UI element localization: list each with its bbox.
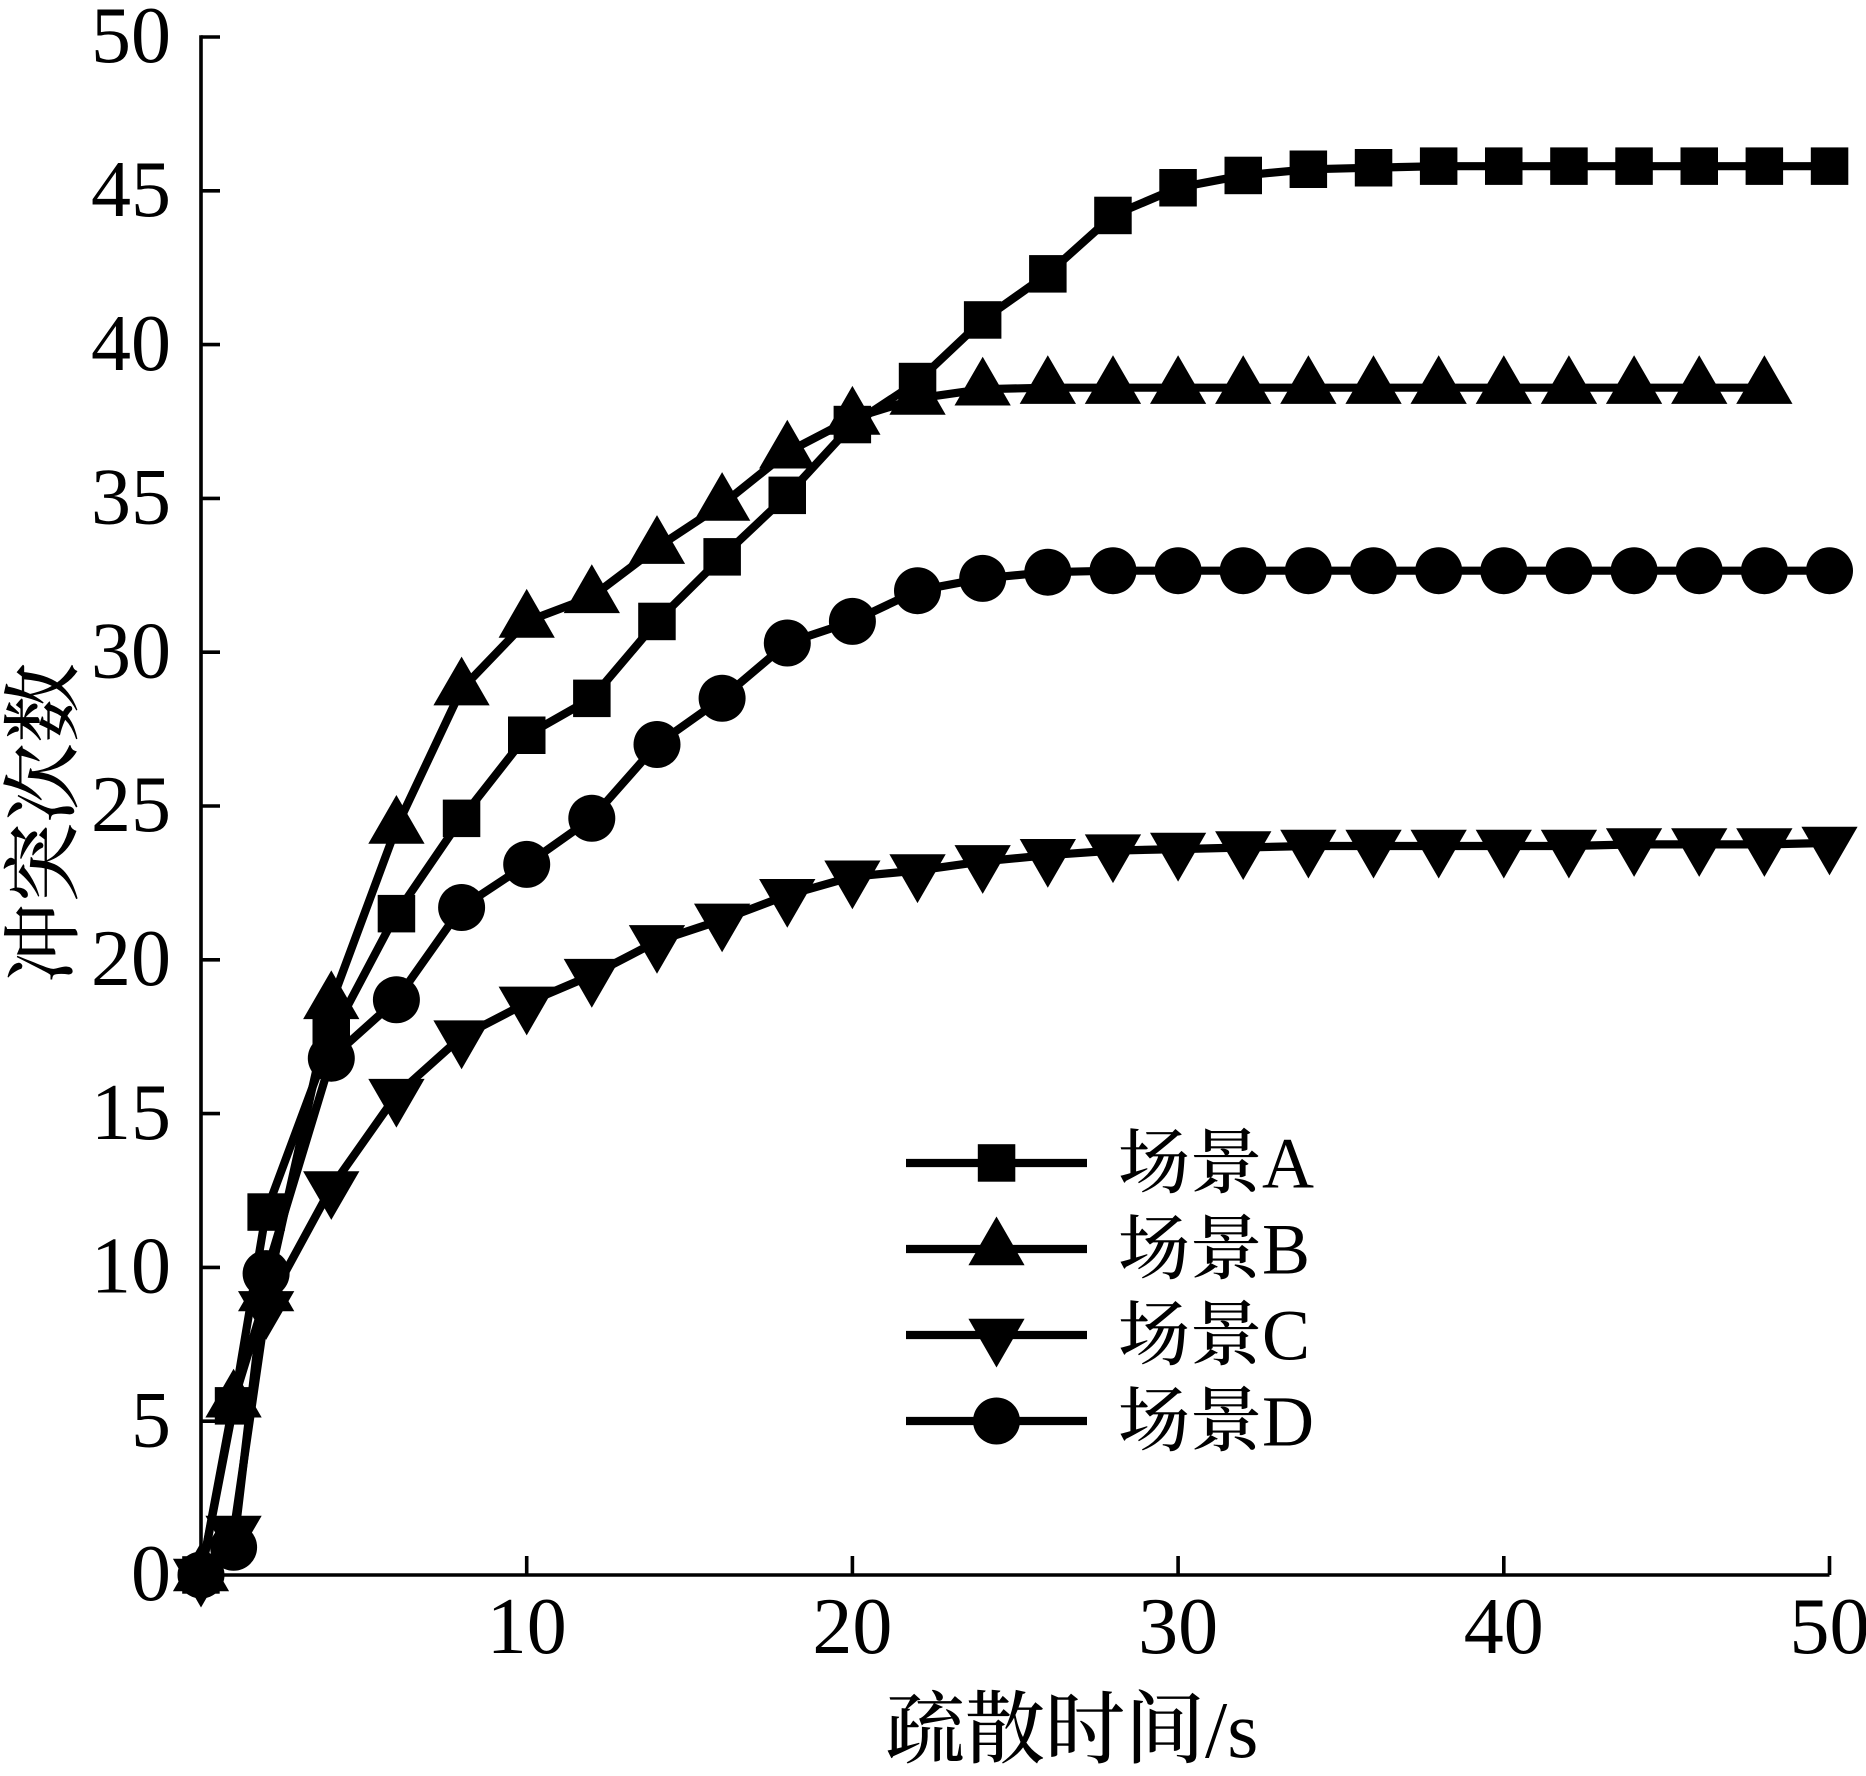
svg-text:A: A [1262,1124,1314,1204]
svg-text:35: 35 [91,454,171,542]
svg-text:20: 20 [91,915,171,1003]
svg-text:50: 50 [91,0,171,80]
svg-text:10: 10 [487,1583,567,1671]
svg-text:C: C [1262,1296,1310,1376]
svg-text:/s: /s [1205,1687,1258,1771]
svg-text:B: B [1262,1210,1310,1290]
svg-text:30: 30 [1138,1583,1218,1671]
svg-text:10: 10 [91,1223,171,1311]
svg-text:40: 40 [91,300,171,388]
svg-text:15: 15 [91,1069,171,1157]
svg-text:D: D [1262,1382,1314,1462]
svg-text:5: 5 [131,1376,171,1464]
svg-text:50: 50 [1790,1583,1866,1671]
svg-text:0: 0 [131,1530,171,1618]
svg-text:25: 25 [91,761,171,849]
svg-text:40: 40 [1464,1583,1544,1671]
svg-text:20: 20 [812,1583,892,1671]
svg-text:30: 30 [91,607,171,695]
svg-text:45: 45 [91,146,171,234]
